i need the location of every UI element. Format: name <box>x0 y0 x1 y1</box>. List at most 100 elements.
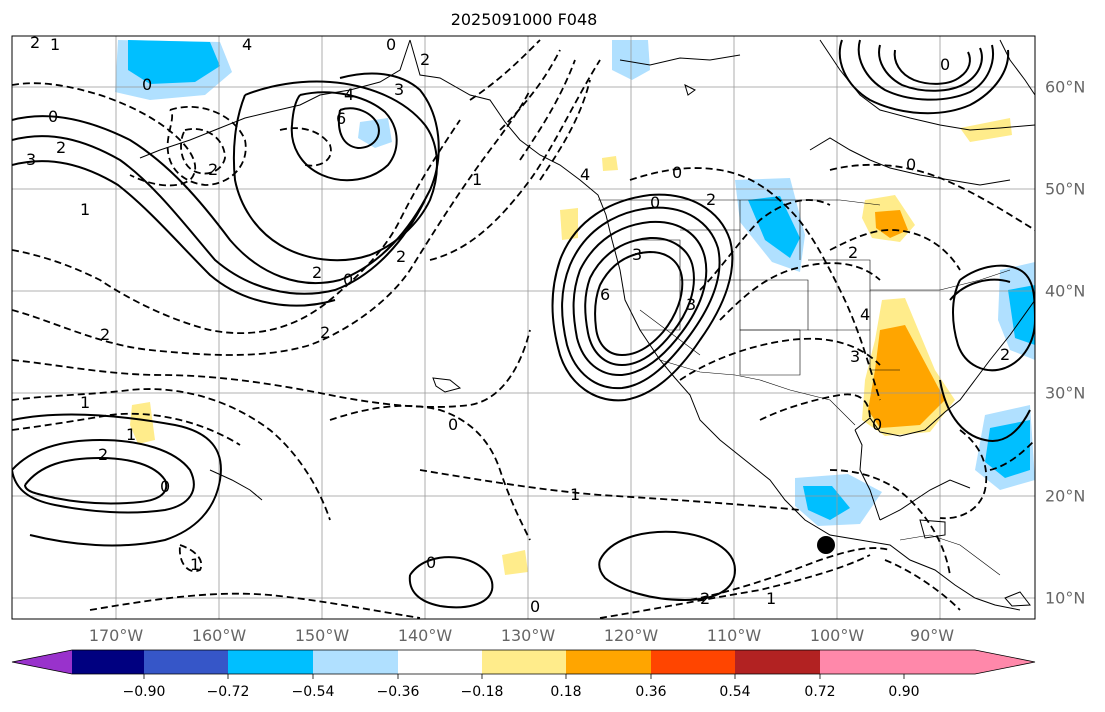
colorbar-tick-label: −0.72 <box>206 684 250 700</box>
contour-label: 4 <box>860 305 870 324</box>
shade-pos-bc <box>602 156 618 171</box>
contour-label: 2 <box>706 190 716 209</box>
contour-label: 0 <box>426 553 436 572</box>
colorbar-tick-label: 0.36 <box>635 684 667 700</box>
shade-pos-coast <box>560 208 578 240</box>
contour-label: 0 <box>906 155 916 174</box>
colorbar-tick-label: −0.90 <box>122 684 166 700</box>
contour-label: 2 <box>320 323 330 342</box>
colorbar-bin <box>72 650 144 674</box>
contour-label: 2 <box>56 138 66 157</box>
shade-neg-gulf <box>358 118 392 148</box>
contour-label: 2 <box>208 160 218 179</box>
contour-label: 2 <box>396 247 406 266</box>
storm-marker <box>817 536 835 554</box>
colorbar-tick-label: −0.54 <box>291 684 335 700</box>
contour-label: 3 <box>394 80 404 99</box>
lon-label: 170°W <box>88 626 144 645</box>
contour-label: 3 <box>686 295 696 314</box>
contour-label: 1 <box>570 485 580 504</box>
contour-labels: 2 1 0 4 3 2 1 0 6 4 3 0 2 2 2 2 0 2 2 4 … <box>26 33 1010 616</box>
lat-label: 40°N <box>1045 281 1086 301</box>
lon-label: 90°W <box>909 626 955 645</box>
coastlines <box>139 39 1035 611</box>
colorbar-bin <box>144 650 228 674</box>
contour-label: 1 <box>766 589 776 608</box>
colorbar-arrow-left <box>12 650 72 674</box>
map-title: 2025091000 F048 <box>450 10 598 29</box>
lon-label: 140°W <box>397 626 453 645</box>
colorbar-bin <box>313 650 398 674</box>
colorbar-bin <box>820 650 904 674</box>
lat-label: 10°N <box>1045 588 1086 608</box>
contour-label: 1 <box>126 425 136 444</box>
colorbar-bin <box>566 650 651 674</box>
contour-label: 1 <box>80 200 90 219</box>
contour-label: 4 <box>580 165 590 184</box>
contour-label: 0 <box>48 107 58 126</box>
shade-pos-sub <box>502 550 528 575</box>
shade-neg-mex-core <box>803 486 850 520</box>
map-frame <box>11 35 1036 620</box>
contour-label: 2 <box>312 263 322 282</box>
contour-label: 4 <box>344 85 354 104</box>
colorbar-bin <box>398 650 482 674</box>
contour-label: 0 <box>872 415 882 434</box>
contour-label: 3 <box>850 347 860 366</box>
contour-label: 0 <box>650 193 660 212</box>
lon-label: 120°W <box>603 626 659 645</box>
contour-label: 1 <box>472 170 482 189</box>
lat-label: 20°N <box>1045 486 1086 506</box>
contour-label: 3 <box>26 150 36 169</box>
shade-neg-ne-core <box>1008 285 1035 345</box>
lon-label: 110°W <box>706 626 762 645</box>
shaded-regions <box>115 40 1035 575</box>
contour-label: 0 <box>386 35 396 54</box>
colorbar-outline <box>11 649 1036 675</box>
shade-neg-rockies-core <box>748 196 800 258</box>
contour-label: 2 <box>848 243 858 262</box>
colorbar <box>11 649 1036 679</box>
colorbar-tick-label: −0.36 <box>376 684 420 700</box>
colorbar-bin <box>651 650 735 674</box>
lat-label: 50°N <box>1045 179 1086 199</box>
contour-label: 2 <box>30 33 40 52</box>
lon-label: 100°W <box>809 626 865 645</box>
lat-label: 30°N <box>1045 383 1086 403</box>
colorbar-tick-label: 0.72 <box>804 684 836 700</box>
colorbar-bin <box>228 650 313 674</box>
contour-label: 1 <box>190 555 200 574</box>
lon-label: 160°W <box>191 626 247 645</box>
contours-negative <box>12 39 1035 619</box>
contour-label: 0 <box>940 55 950 74</box>
contour-label: 0 <box>142 75 152 94</box>
contour-label: 2 <box>98 445 108 464</box>
shade-neg-nw-core <box>128 40 220 84</box>
colorbar-tick-label: 0.54 <box>719 684 751 700</box>
contour-label: 3 <box>632 245 642 264</box>
colorbar-tick-label: −0.18 <box>460 684 504 700</box>
contour-label: 0 <box>448 415 458 434</box>
contour-label: 0 <box>672 163 682 182</box>
contour-label: 0 <box>530 597 540 616</box>
lon-label: 130°W <box>500 626 556 645</box>
contour-label: 2 <box>420 50 430 69</box>
contour-label: 2 <box>100 325 110 344</box>
lon-label: 150°W <box>294 626 350 645</box>
contours-positive <box>12 39 1035 609</box>
contour-label: 6 <box>600 285 610 304</box>
shade-pos-plains-core <box>868 325 945 428</box>
contour-label: 4 <box>242 35 252 54</box>
contour-label: 1 <box>50 35 60 54</box>
shade-pos-hawaii <box>130 402 155 444</box>
colorbar-tick-label: 0.90 <box>888 684 920 700</box>
contour-label: 0 <box>160 477 170 496</box>
contour-label: 1 <box>80 393 90 412</box>
contour-label: 0 <box>343 270 353 289</box>
contour-label: 6 <box>336 109 346 128</box>
contour-label: 2 <box>1000 345 1010 364</box>
shade-neg-east-core <box>985 420 1030 478</box>
contour-label: 2 <box>700 589 710 608</box>
lat-label: 60°N <box>1045 77 1086 97</box>
